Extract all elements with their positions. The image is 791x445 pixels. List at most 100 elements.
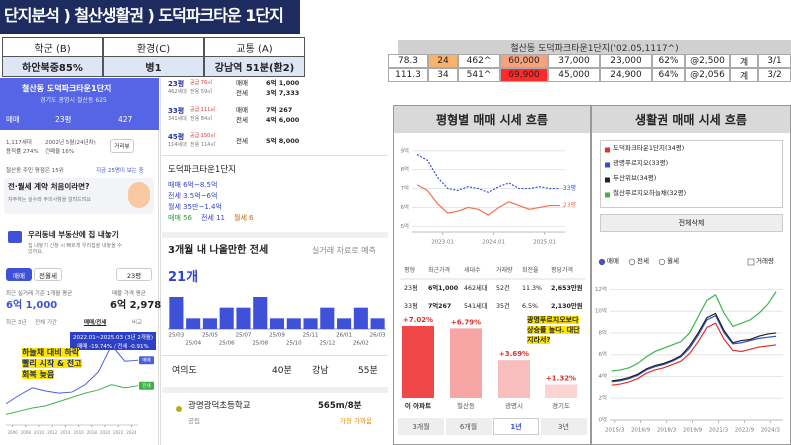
line-series — [611, 312, 777, 382]
count: 21개 — [168, 270, 199, 285]
x-tick-label: 25/06 — [219, 341, 235, 347]
y-tick-label: 8억 — [598, 328, 607, 336]
deal-tab[interactable]: 매매 — [6, 268, 32, 281]
table-cell: 541세대 — [464, 303, 488, 310]
y-tick-label: 6억 — [598, 350, 607, 358]
button[interactable]: 거리뷰 — [110, 139, 134, 153]
table-cell: 2,653만원 — [551, 285, 583, 292]
value-label: +3.69% — [499, 350, 529, 358]
x-tick-label: 2022 — [113, 430, 124, 435]
x-tick-label: 2021/3 — [709, 428, 729, 434]
deal-label: 전세 — [236, 137, 248, 145]
checkbox-label[interactable]: 거래량 — [756, 257, 774, 265]
app-title: 철산동 도덕파크타운1단지 — [22, 84, 112, 93]
table-cell: 계 — [730, 68, 758, 82]
line-series — [611, 314, 777, 383]
table-cell: 35건 — [496, 303, 510, 310]
x-tick-label: 2024 — [126, 430, 137, 435]
x-tick-label: 25/11 — [303, 333, 319, 339]
table-cell: 78.3 — [388, 54, 428, 68]
commute-place: 여의도 — [172, 366, 197, 376]
info: 철산동 주민 평점은 15위 — [6, 168, 64, 174]
bar — [186, 318, 201, 329]
table-cell: 3/2 — [758, 68, 791, 82]
bar — [498, 360, 530, 398]
bar — [236, 307, 251, 329]
legend-swatch — [605, 147, 610, 153]
avg-value: 6억 2,978 — [110, 300, 162, 311]
size-info: 전용 59㎡ — [190, 89, 213, 95]
series-tag-label: 전세 — [142, 382, 150, 389]
table-cell: 11.3% — [522, 285, 543, 292]
period-tab[interactable]: 3개월 — [398, 418, 444, 435]
x-tick-label: 2008 — [21, 430, 32, 435]
school-name: 광명광덕초등학교 — [188, 401, 251, 411]
size-info: 462세대 — [168, 89, 187, 95]
x-tick-label: 26/01 — [336, 333, 352, 339]
period-tab[interactable]: 3년 — [540, 418, 587, 435]
table-cell: 37,000 — [548, 54, 600, 68]
table-cell: 462^ — [458, 54, 500, 68]
x-tick-label: 2012 — [47, 430, 58, 435]
radio-label[interactable]: 월세 — [667, 257, 679, 265]
agent-text: 집 내놓기 신청 시 빠르게 우리집을 내놓을 수 있어요. — [28, 243, 122, 255]
app-tab[interactable]: 23평 — [55, 115, 72, 124]
period-tab[interactable]: 최근 3년 — [6, 320, 27, 326]
complex-name: 도덕파크타운1단지 — [168, 165, 236, 175]
table-cell: 45,000 — [548, 68, 600, 82]
deal-value: 7억 267 — [266, 106, 293, 114]
x-tick-label: 2016/9 — [631, 428, 651, 434]
size-select[interactable]: 23평 — [116, 268, 152, 281]
price-range: 월세 35만~1.4억 — [168, 203, 222, 211]
x-tick-label: 2019/9 — [683, 428, 703, 434]
info: 2002년 5월(24년차) — [45, 140, 96, 146]
app-header — [0, 78, 159, 130]
size-info: 공급 76㎡ — [190, 80, 213, 86]
bar — [450, 328, 482, 398]
bar — [169, 297, 184, 329]
x-tick-label: 2014 — [60, 430, 71, 435]
range-box: 매매 -19.74% / 전세 -0.91% — [70, 341, 156, 350]
panel-title: 생활권 매매 시세 흐름 — [635, 113, 747, 127]
x-tick-label: 2015/3 — [605, 428, 625, 434]
legend-box — [600, 140, 783, 208]
button[interactable]: 전체삭제 — [600, 214, 783, 232]
listing-count: 매매 56 — [168, 214, 193, 222]
annotation: 빨리 시작 & 전고 — [22, 359, 82, 369]
school-note: 가장 가까움 — [340, 417, 372, 425]
agent-title: 우리동네 부동산에 집 내놓기 — [28, 230, 119, 239]
radio-label[interactable]: 전세 — [637, 257, 649, 265]
annotation: 회복 늦음 — [22, 370, 55, 380]
size-label: 45평 — [168, 133, 185, 141]
x-tick-label: 25/03 — [168, 333, 184, 339]
panel-header — [592, 106, 790, 133]
deal-label: 매매 — [236, 106, 248, 114]
x-tick-label: 26/02 — [353, 341, 369, 347]
period-tab[interactable]: 매매/전세 — [84, 320, 107, 326]
app-tab[interactable]: 매매 — [6, 115, 20, 124]
period-tab[interactable]: 1년 — [493, 418, 539, 435]
line-series — [611, 291, 777, 372]
commute-time: 55분 — [358, 366, 378, 376]
period-tab[interactable]: 비교 — [132, 320, 143, 326]
y-tick-label: 9억 — [400, 146, 409, 154]
size-info: 공급 111㎡ — [190, 107, 216, 113]
app-screen — [0, 78, 159, 445]
table-cell: 23평 — [404, 285, 418, 292]
y-tick-label: 6억 — [400, 203, 409, 211]
deal-tab[interactable]: 전월세 — [34, 268, 62, 281]
deal-label: 전세 — [236, 89, 248, 97]
y-tick-label: 12억 — [595, 285, 607, 293]
radio-label[interactable]: 매매 — [607, 257, 619, 265]
period-tab[interactable]: 6개월 — [445, 418, 492, 435]
detail-panel — [160, 78, 390, 445]
period-tab[interactable]: 전체 기간 — [35, 320, 57, 326]
app-tab[interactable]: 427 — [118, 115, 133, 124]
radio — [628, 258, 636, 266]
table-header: 거래량 — [496, 267, 513, 274]
link[interactable]: 지금 25명이 보는 중 — [96, 168, 144, 174]
legend-label: 철산푸르지오하늘채(32평) — [613, 189, 687, 197]
table-cell: 하안북중85% — [2, 56, 103, 77]
table-header: 세대수 — [464, 267, 481, 274]
